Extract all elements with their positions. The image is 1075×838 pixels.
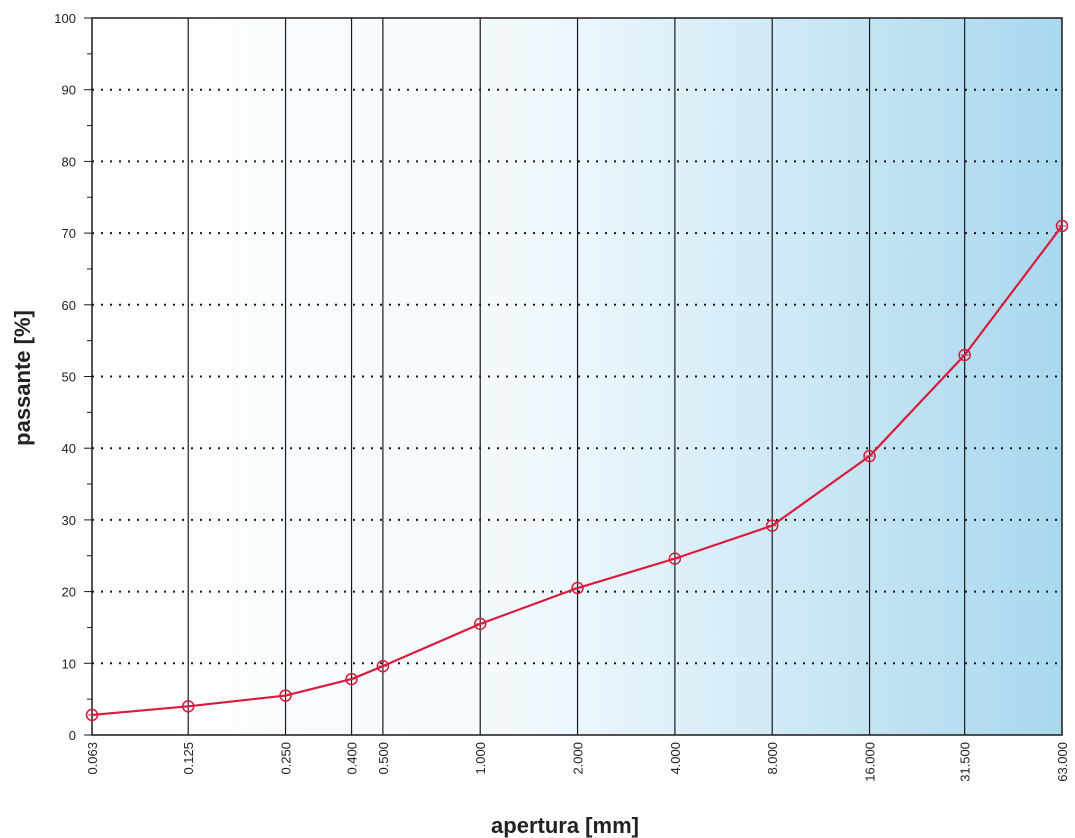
data-point-marker xyxy=(571,581,584,595)
data-point xyxy=(1055,219,1069,233)
x-tick-label: 2.000 xyxy=(571,742,586,775)
data-point-marker xyxy=(181,700,195,713)
data-point-marker xyxy=(85,708,99,722)
y-tick-label: 50 xyxy=(62,370,76,385)
data-point-marker xyxy=(1055,219,1069,233)
y-minor-ticks xyxy=(84,17,92,736)
data-point xyxy=(473,617,487,631)
data-point xyxy=(958,348,971,362)
x-tick-label: 31.500 xyxy=(958,742,973,782)
y-tick-label: 10 xyxy=(62,656,76,671)
x-tick-label: 63.000 xyxy=(1055,742,1070,782)
data-point xyxy=(863,449,876,463)
data-point-marker xyxy=(345,672,358,686)
x-tick-label: 1.000 xyxy=(473,742,488,775)
data-point xyxy=(85,708,99,722)
data-point-marker xyxy=(376,659,390,673)
series-group xyxy=(85,219,1069,722)
plot-frame xyxy=(91,17,1063,736)
series-line xyxy=(91,225,1063,717)
data-point xyxy=(765,519,779,532)
y-tick-labels: 0 10 20 30 40 50 60 70 80 90 100 xyxy=(54,11,76,743)
y-axis-title: passante [%] xyxy=(10,310,35,446)
y-tick-label: 0 xyxy=(69,728,76,743)
x-tick-labels: 0.063 0.125 0.250 0.400 0.500 1.000 2.000 4.000… xyxy=(85,742,1070,782)
x-tick-label: 0.063 xyxy=(85,742,100,775)
x-tick-label: 0.400 xyxy=(345,742,360,775)
y-tick-label: 70 xyxy=(62,226,76,241)
data-point xyxy=(279,689,292,702)
x-tick-label: 4.000 xyxy=(668,742,683,775)
data-point xyxy=(668,552,682,565)
y-tick-label: 90 xyxy=(62,83,76,98)
x-tick-label: 16.000 xyxy=(863,742,878,782)
x-tick-label: 0.500 xyxy=(376,742,391,775)
x-tick-label: 0.250 xyxy=(279,742,294,775)
x-tick-label: 8.000 xyxy=(765,742,780,775)
data-point xyxy=(376,659,390,673)
y-tick-label: 100 xyxy=(54,11,76,26)
y-tick-label: 80 xyxy=(62,154,76,169)
data-point-marker xyxy=(958,348,971,362)
x-tick-label: 0.125 xyxy=(181,742,196,775)
y-tick-label: 60 xyxy=(62,298,76,313)
y-tick-label: 30 xyxy=(62,513,76,528)
data-point-marker xyxy=(473,617,487,631)
data-point xyxy=(571,581,584,595)
y-tick-label: 40 xyxy=(62,441,76,456)
data-point xyxy=(181,700,195,713)
x-axis-title: apertura [mm] xyxy=(491,813,639,838)
data-point-marker xyxy=(765,519,779,532)
data-point-marker xyxy=(863,449,876,463)
grid xyxy=(92,18,1062,735)
y-tick-label: 20 xyxy=(62,585,76,600)
data-point xyxy=(345,672,358,686)
data-point-marker xyxy=(279,689,292,702)
data-point-marker xyxy=(668,552,682,565)
